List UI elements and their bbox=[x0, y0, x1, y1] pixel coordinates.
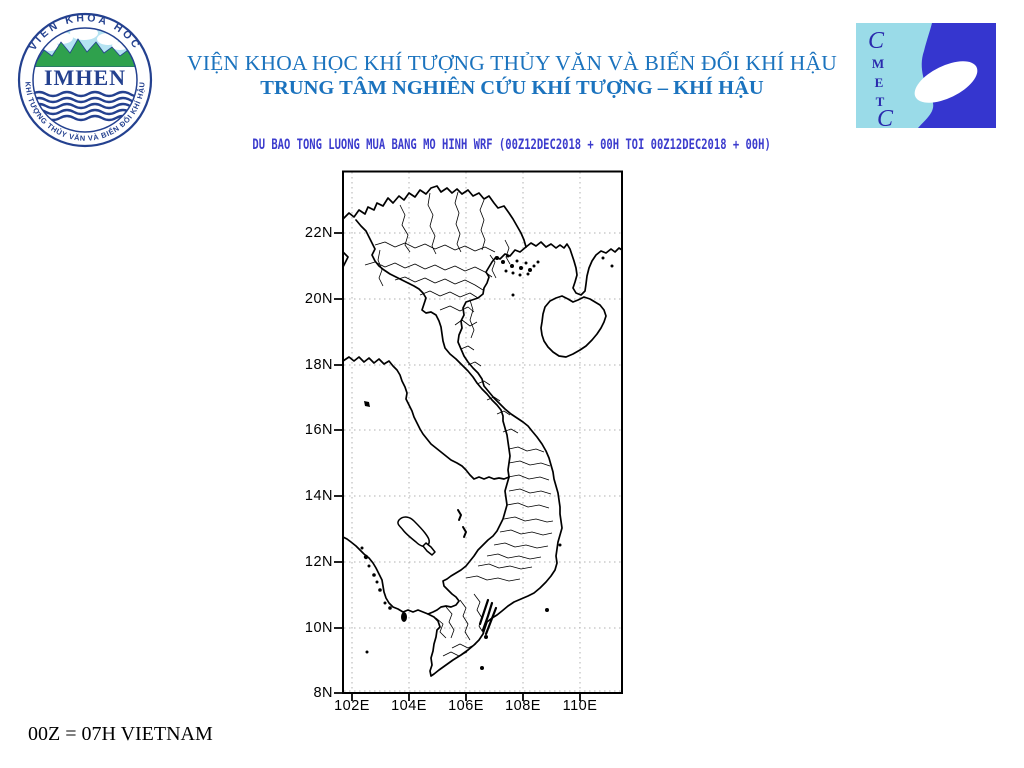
imhen-logo: IMHEN VIEN KHOA HOC KHÍ TƯỢNG THỦY VĂN V… bbox=[17, 12, 153, 148]
forecast-title: DU BAO TONG LUONG MUA BANG MO HINH WRF (… bbox=[252, 137, 772, 153]
y-tick-14n: 14N bbox=[304, 488, 333, 504]
y-tick-16n: 16N bbox=[304, 422, 333, 438]
mekong-delta-mouths bbox=[478, 598, 498, 636]
cmetc-letter-t: T bbox=[876, 94, 885, 109]
islands bbox=[360, 254, 614, 670]
tonle-sap-lake bbox=[397, 516, 436, 556]
hainan-island bbox=[540, 295, 607, 358]
timezone-note: 00Z = 07H VIETNAM bbox=[28, 723, 213, 745]
x-tick-106e: 106E bbox=[448, 698, 484, 714]
cmetc-letter-e: E bbox=[875, 75, 884, 90]
province-boundaries bbox=[364, 191, 554, 657]
y-tick-8n: 8N bbox=[313, 685, 333, 701]
x-tick-102e: 102E bbox=[334, 698, 370, 714]
china-coast-leizhou bbox=[525, 241, 623, 296]
imhen-name: IMHEN bbox=[44, 65, 126, 90]
imhen-name-band bbox=[33, 67, 137, 88]
cmetc-s-swirl bbox=[914, 61, 978, 103]
china-vietnam-border bbox=[342, 185, 527, 248]
imhen-mountains bbox=[33, 38, 137, 68]
y-tick-12n: 12N bbox=[304, 554, 333, 570]
map-frame bbox=[342, 170, 623, 694]
cmetc-logo: C M E T C bbox=[856, 23, 996, 128]
y-tick-18n: 18N bbox=[304, 357, 333, 373]
y-tick-10n: 10N bbox=[304, 620, 333, 636]
map-gridlines bbox=[344, 172, 621, 692]
cmetc-letter-m: M bbox=[872, 56, 884, 71]
center-title: TRUNG TÂM NGHIÊN CỨU KHÍ TƯỢNG – KHÍ HẬU bbox=[260, 77, 764, 99]
axis-ticks bbox=[334, 232, 581, 701]
mekong-border-line bbox=[342, 356, 510, 480]
forecast-title-row: DU BAO TONG LUONG MUA BANG MO HINH WRF (… bbox=[0, 136, 1024, 154]
cmetc-letters: C M E T C bbox=[868, 28, 894, 128]
x-tick-108e: 108E bbox=[505, 698, 541, 714]
mekong-river-marks bbox=[457, 509, 467, 538]
cmetc-letter-c2: C bbox=[877, 106, 894, 128]
imhen-inner-ring bbox=[32, 27, 138, 133]
y-tick-20n: 20N bbox=[304, 291, 333, 307]
cambodia-vietnam-border bbox=[427, 476, 510, 615]
cmetc-letter-c1: C bbox=[868, 28, 885, 54]
y-tick-22n: 22N bbox=[304, 225, 333, 241]
laos-vietnam-border bbox=[355, 219, 511, 478]
x-tick-104e: 104E bbox=[391, 698, 427, 714]
institute-title: VIỆN KHOA HỌC KHÍ TƯỢNG THỦY VĂN VÀ BIẾN… bbox=[187, 51, 837, 75]
x-tick-110e: 110E bbox=[562, 698, 598, 714]
